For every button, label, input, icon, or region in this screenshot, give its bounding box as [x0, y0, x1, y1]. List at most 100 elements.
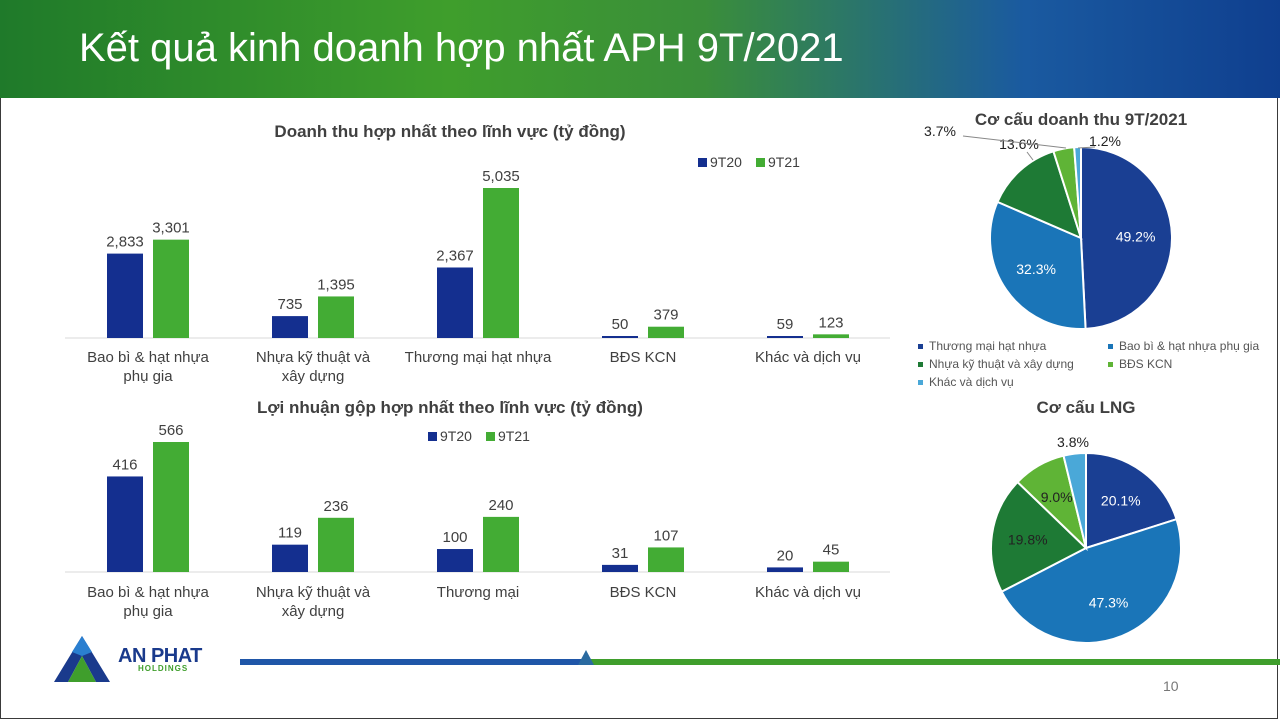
- bar-9T20-3: [602, 564, 638, 572]
- pie-legend-label-1: Bao bì & hạt nhựa phụ gia: [1119, 339, 1259, 353]
- legend-label-9T21: 9T21: [498, 428, 530, 444]
- bar-label-9T20-1: 119: [278, 525, 302, 542]
- bar-label-9T21-1: 236: [323, 498, 348, 515]
- bar-label-9T20-0: 2,833: [106, 234, 144, 251]
- bar-label-9T20-4: 59: [777, 316, 794, 333]
- pie-0-leader-2: [1026, 151, 1034, 161]
- footer-stripe-blue: [240, 659, 585, 665]
- bar-label-9T21-3: 379: [653, 307, 678, 324]
- bar-9T21-1: [318, 517, 354, 572]
- pie-chart-0-title: Cơ cấu doanh thu 9T/2021: [975, 110, 1187, 129]
- category-label-2: Thương mại hạt nhựa: [405, 349, 552, 366]
- pie-legend-swatch-2: [918, 362, 923, 367]
- bar-label-9T21-2: 240: [488, 497, 513, 514]
- bar-label-9T20-2: 2,367: [436, 247, 474, 264]
- pie-0-label-3: 3.7%: [924, 123, 956, 139]
- pie-1-slice-2: [990, 480, 1088, 594]
- pie-1-slice-0: [1085, 451, 1178, 550]
- bar-chart-1-title: Lợi nhuận gộp hợp nhất theo lĩnh vực (tỷ…: [257, 398, 643, 417]
- pie-legend-label-4: Khác và dịch vụ: [929, 375, 1014, 389]
- pie-legend-swatch-1: [1108, 344, 1113, 349]
- pie-1-slice-4: [1062, 451, 1087, 549]
- legend-swatch-9T21: [756, 158, 765, 167]
- pie-0-slice-4: [1073, 145, 1082, 239]
- category-label-1: Nhựa kỹ thuật và xây dựng: [256, 349, 371, 385]
- bar-9T20-3: [602, 336, 638, 338]
- footer-stripe-notch: [578, 650, 594, 665]
- legend-swatch-9T20: [428, 432, 437, 441]
- bar-9T20-2: [437, 549, 473, 572]
- bar-chart-0-title: Doanh thu hợp nhất theo lĩnh vực (tỷ đồn…: [274, 122, 625, 141]
- pie-0-leader-3: [962, 135, 1067, 149]
- pie-1-slice-1: [1000, 517, 1182, 644]
- bar-label-9T20-4: 20: [777, 547, 794, 564]
- bar-9T20-0: [107, 476, 143, 572]
- header-banner: Kết quả kinh doanh hợp nhất APH 9T/2021: [0, 0, 1280, 98]
- legend-swatch-9T21: [486, 432, 495, 441]
- bar-9T21-2: [483, 516, 519, 572]
- bar-label-9T21-4: 123: [818, 314, 843, 331]
- footer-stripe-green: [585, 659, 1280, 665]
- bar-9T21-3: [648, 326, 684, 338]
- bar-label-9T21-2: 5,035: [482, 168, 520, 185]
- pie-legend-swatch-0: [918, 344, 923, 349]
- pie-0-leader-4: [1077, 146, 1096, 149]
- pie-legend-label-3: BĐS KCN: [1119, 357, 1172, 371]
- pie-1-label-3: 9.0%: [1041, 489, 1073, 505]
- logo-name: AN PHAT: [118, 645, 202, 667]
- pie-chart-1-title: Cơ cấu LNG: [1037, 398, 1136, 417]
- legend-swatch-9T20: [698, 158, 707, 167]
- bar-9T20-4: [767, 567, 803, 572]
- bar-9T20-4: [767, 336, 803, 338]
- pie-legend-label-2: Nhựa kỹ thuật và xây dựng: [929, 357, 1074, 371]
- bar-label-9T21-0: 566: [158, 422, 183, 439]
- bar-label-9T20-0: 416: [112, 456, 137, 473]
- bar-9T20-2: [437, 267, 473, 338]
- legend-label-9T20: 9T20: [440, 428, 472, 444]
- bar-9T21-3: [648, 547, 684, 572]
- bar-label-9T21-0: 3,301: [152, 220, 190, 237]
- category-label-3: BĐS KCN: [610, 584, 677, 601]
- legend-label-9T21: 9T21: [768, 154, 800, 170]
- slide-frame: [0, 98, 1278, 719]
- category-label-3: BĐS KCN: [610, 349, 677, 366]
- bar-9T20-0: [107, 253, 143, 338]
- pie-0-label-2: 13.6%: [999, 136, 1039, 152]
- bar-9T21-0: [153, 442, 189, 572]
- pie-legend-swatch-3: [1108, 362, 1113, 367]
- bar-9T21-1: [318, 296, 354, 338]
- slide-number: 10: [1163, 678, 1179, 694]
- pie-0-label-0: 49.2%: [1116, 229, 1156, 245]
- bar-9T21-4: [813, 334, 849, 338]
- bar-label-9T20-3: 50: [612, 316, 629, 333]
- category-label-4: Khác và dịch vụ: [755, 349, 861, 366]
- pie-1-label-4: 3.8%: [1057, 434, 1089, 450]
- legend-label-9T20: 9T20: [710, 154, 742, 170]
- bar-9T21-4: [813, 561, 849, 572]
- page-title: Kết quả kinh doanh hợp nhất APH 9T/2021: [79, 26, 844, 70]
- pie-1-label-0: 20.1%: [1101, 492, 1141, 508]
- bar-9T21-0: [153, 239, 189, 338]
- pie-legend-swatch-4: [918, 380, 923, 385]
- pie-1-label-1: 47.3%: [1089, 594, 1129, 610]
- category-label-4: Khác và dịch vụ: [755, 584, 861, 601]
- pie-0-slice-1: [989, 200, 1087, 330]
- bar-label-9T20-1: 735: [277, 296, 302, 313]
- category-label-2: Thương mại: [437, 584, 519, 601]
- pie-0-slice-0: [1080, 145, 1173, 330]
- bar-label-9T21-4: 45: [823, 542, 840, 559]
- pie-1-label-2: 19.8%: [1008, 532, 1048, 548]
- bar-label-9T20-3: 31: [612, 545, 629, 562]
- category-label-0: Bao bì & hạt nhựa phụ gia: [87, 584, 209, 620]
- logo-subtitle: HOLDINGS: [138, 664, 189, 673]
- category-label-1: Nhựa kỹ thuật và xây dựng: [256, 584, 371, 620]
- bar-9T20-1: [272, 544, 308, 572]
- bar-label-9T20-2: 100: [442, 529, 467, 546]
- bar-label-9T21-1: 1,395: [317, 276, 355, 293]
- pie-0-label-1: 32.3%: [1016, 261, 1056, 277]
- bar-9T21-2: [483, 188, 519, 338]
- bar-9T20-1: [272, 316, 308, 338]
- pie-0-label-4: 1.2%: [1089, 133, 1121, 149]
- category-label-0: Bao bì & hạt nhựa phụ gia: [87, 349, 209, 385]
